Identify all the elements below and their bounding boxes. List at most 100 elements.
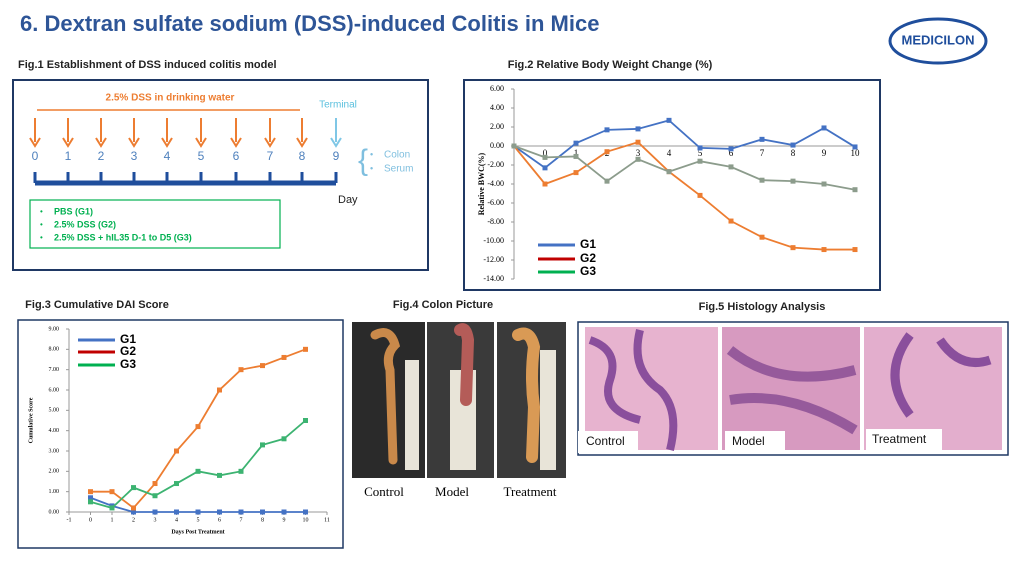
x-tick-label: 7	[240, 517, 243, 523]
point	[238, 367, 244, 373]
day-number: 8	[299, 149, 306, 163]
point	[195, 424, 201, 430]
fig1-box	[12, 79, 429, 271]
day-number: 5	[198, 149, 205, 163]
histology-label: Treatment	[872, 432, 927, 446]
x-tick-label: 2	[132, 517, 135, 523]
fig2-box	[463, 79, 881, 291]
point	[759, 234, 765, 240]
fig1-diagram: 0 1 2 3 4 5 6 7 8 9 • Colon • Serum • PBS (G1) • 2.5% DSS…	[29, 118, 413, 242]
histology	[578, 327, 1002, 453]
y-tick-label: -6.00	[487, 198, 504, 207]
arrow-head	[95, 137, 107, 148]
y-tick-label: 8.00	[49, 347, 60, 353]
y-tick-label: 2.00	[49, 469, 60, 475]
bullet: •	[370, 149, 373, 159]
point	[174, 448, 179, 454]
x-tick-label: 11	[324, 517, 330, 523]
x-tick-label: -1	[67, 517, 72, 523]
series-line	[513, 141, 855, 251]
point	[728, 218, 734, 224]
point	[573, 170, 579, 176]
point	[790, 245, 796, 251]
arrow-head	[128, 137, 140, 148]
x-tick-label: 6	[729, 148, 734, 158]
photo-label: Control	[364, 484, 404, 499]
histology-label: Control	[586, 434, 625, 448]
arrow-head	[330, 137, 342, 148]
arrow-head	[62, 137, 74, 148]
point	[281, 509, 287, 515]
point	[109, 505, 115, 511]
ruler	[540, 350, 556, 470]
group: 2.5% DSS + hIL35 D-1 to D5 (G3)	[54, 232, 192, 242]
point	[542, 165, 548, 171]
y-tick-label: 5.00	[49, 408, 60, 414]
ruler	[405, 360, 419, 470]
arrow-head	[296, 137, 308, 148]
fig5-heading: Fig.5 Histology Analysis	[699, 301, 826, 313]
tissue	[726, 346, 858, 435]
sample: Colon	[384, 150, 410, 161]
point	[238, 509, 244, 515]
chart-title: Fig.3 Cumulative DAI Score	[25, 299, 169, 311]
point	[666, 169, 672, 175]
legend-label: G2	[580, 251, 596, 265]
y-tick-label: 6.00	[490, 84, 504, 93]
day-number: 7	[267, 149, 274, 163]
bullet: •	[40, 233, 43, 242]
fig4-heading: Fig.4 Colon Picture	[393, 299, 493, 311]
y-tick-label: 4.00	[49, 428, 60, 434]
legend-label: G2	[120, 344, 136, 358]
point	[759, 136, 765, 142]
point	[303, 418, 308, 423]
point	[281, 436, 287, 442]
y-tick-label: 9.00	[49, 326, 60, 332]
x-tick-label: 4	[667, 148, 672, 158]
point	[88, 495, 93, 501]
point	[281, 354, 287, 360]
bullet: •	[40, 220, 43, 229]
point	[604, 127, 610, 133]
x-tick-label: 9	[283, 517, 286, 523]
point	[821, 181, 827, 187]
point	[131, 485, 136, 491]
point	[88, 489, 93, 495]
arrow-head	[29, 137, 41, 148]
bullet: •	[370, 163, 373, 173]
day-number: 6	[233, 149, 240, 163]
point	[303, 346, 308, 352]
label-box	[578, 431, 638, 453]
point	[852, 144, 858, 150]
x-tick-label: 1	[574, 148, 579, 158]
tissue	[588, 329, 678, 451]
point	[217, 509, 222, 515]
y-tick-label: -8.00	[487, 217, 504, 226]
day-number: 3	[131, 149, 138, 163]
bullet: •	[40, 207, 43, 216]
point	[260, 363, 265, 369]
x-tick-label: 8	[261, 517, 264, 523]
x-tick-label: 3	[636, 148, 641, 158]
terminal-label: Terminal	[319, 100, 357, 111]
group-box	[29, 199, 281, 249]
x-tick-label: 10	[303, 517, 309, 523]
point	[542, 154, 548, 160]
legend-label: G1	[120, 332, 136, 346]
point	[109, 489, 115, 495]
colon-photos	[352, 322, 566, 478]
point	[697, 145, 703, 151]
point	[260, 442, 265, 448]
group: PBS (G1)	[54, 206, 93, 216]
day-number: 0	[32, 149, 39, 163]
x-tick-label: 10	[851, 148, 861, 158]
logo: MEDICILON	[902, 32, 975, 47]
day-number: 2	[98, 149, 105, 163]
legend-label: G3	[580, 264, 596, 278]
point	[821, 125, 827, 131]
point	[852, 247, 858, 253]
point	[666, 117, 672, 123]
x-tick-label: 3	[154, 517, 157, 523]
arrow-head	[161, 137, 173, 148]
y-tick-label: 3.00	[49, 448, 60, 454]
